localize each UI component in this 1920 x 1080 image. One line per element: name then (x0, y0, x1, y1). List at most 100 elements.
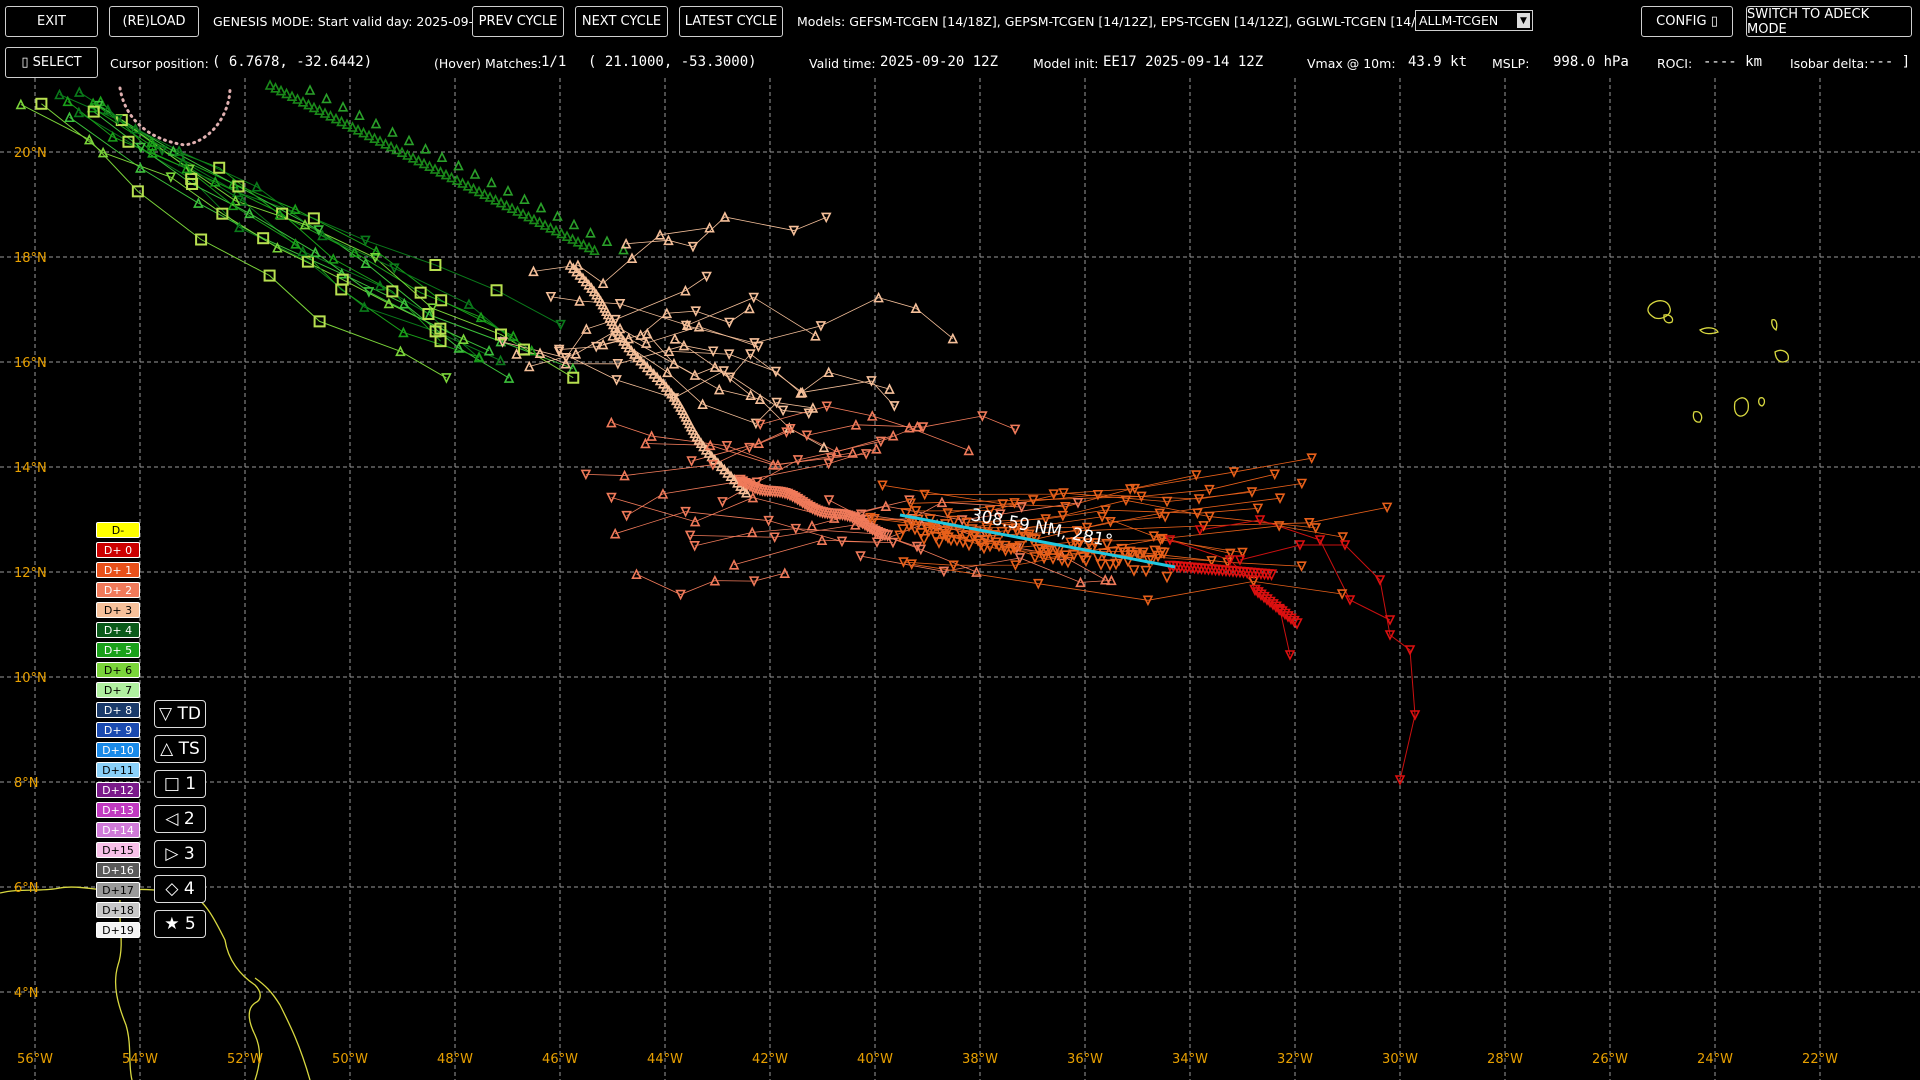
td-marker[interactable] (1159, 512, 1171, 523)
ts-marker[interactable] (623, 332, 635, 344)
ts-marker[interactable] (635, 329, 646, 340)
td-marker[interactable] (1009, 498, 1020, 509)
ts-marker[interactable] (107, 131, 119, 142)
ts-marker[interactable] (611, 375, 622, 386)
td-marker[interactable] (903, 421, 915, 433)
ts-marker[interactable] (620, 237, 632, 249)
td-marker[interactable] (1404, 645, 1416, 656)
td-marker[interactable] (825, 453, 837, 464)
td-marker[interactable] (1158, 547, 1170, 560)
td-marker[interactable] (1252, 503, 1264, 515)
ts-marker[interactable] (374, 279, 386, 291)
ts-marker[interactable] (290, 238, 301, 249)
ts-marker[interactable] (601, 235, 613, 246)
ts-marker[interactable] (713, 383, 725, 395)
ts-marker[interactable] (420, 143, 431, 154)
ts-marker[interactable] (618, 243, 629, 255)
ts-marker[interactable] (820, 212, 832, 224)
ts-marker[interactable] (693, 320, 705, 332)
ts-marker[interactable] (441, 373, 452, 384)
td-marker[interactable] (1296, 478, 1308, 490)
ts-marker[interactable] (310, 246, 321, 258)
td-marker[interactable] (980, 534, 991, 546)
ts-marker[interactable] (690, 306, 702, 317)
ts-marker[interactable] (723, 349, 735, 361)
td-marker[interactable] (1059, 550, 1071, 562)
td-marker[interactable] (1116, 543, 1128, 556)
td-marker[interactable] (993, 540, 1005, 553)
td-marker[interactable] (911, 541, 923, 553)
ts-marker[interactable] (641, 361, 653, 373)
ts-marker[interactable] (745, 349, 756, 360)
ts-marker[interactable] (270, 82, 281, 93)
ts-marker[interactable] (523, 360, 535, 372)
ts-marker[interactable] (402, 149, 413, 160)
legend-day-9[interactable]: D+ 8 (96, 702, 140, 718)
td-marker[interactable] (707, 460, 719, 471)
ts-marker[interactable] (680, 320, 692, 332)
ts-marker[interactable] (360, 235, 371, 247)
td-marker[interactable] (1284, 650, 1296, 661)
legend-intensity-5[interactable]: ◇ 4 (154, 875, 206, 903)
storm-markers[interactable] (15, 79, 1421, 786)
ts-marker[interactable] (451, 174, 463, 185)
td-marker[interactable] (1092, 489, 1104, 501)
cat1-marker[interactable] (434, 335, 447, 348)
ts-marker[interactable] (722, 467, 733, 478)
legend-day-14[interactable]: D+13 (96, 802, 140, 818)
ts-marker[interactable] (102, 103, 114, 115)
ts-marker[interactable] (97, 146, 109, 158)
ts-marker[interactable] (463, 298, 475, 309)
prev-cycle-button[interactable]: PREV CYCLE (472, 6, 564, 37)
td-marker[interactable] (1336, 589, 1348, 600)
ts-marker[interactable] (352, 124, 364, 135)
select-button[interactable]: ▯ SELECT (5, 47, 98, 78)
cat1-marker[interactable] (301, 255, 314, 268)
td-marker[interactable] (619, 469, 630, 481)
td-marker[interactable] (910, 506, 922, 517)
ts-marker[interactable] (550, 224, 562, 236)
td-marker[interactable] (900, 508, 912, 520)
ts-marker[interactable] (289, 203, 301, 215)
td-marker[interactable] (1060, 501, 1071, 513)
ts-marker[interactable] (395, 345, 406, 357)
ts-marker[interactable] (668, 393, 680, 404)
td-marker[interactable] (763, 515, 774, 527)
td-marker[interactable] (1125, 549, 1137, 562)
td-marker[interactable] (751, 477, 763, 489)
td-marker[interactable] (806, 519, 818, 531)
next-cycle-button[interactable]: NEXT CYCLE (575, 6, 668, 37)
td-marker[interactable] (938, 566, 950, 578)
td-marker[interactable] (1339, 540, 1351, 551)
td-marker[interactable] (984, 540, 996, 553)
td-marker[interactable] (887, 429, 899, 441)
ts-marker[interactable] (341, 118, 353, 129)
ts-marker[interactable] (349, 246, 360, 258)
ts-marker[interactable] (539, 219, 551, 230)
ts-marker[interactable] (556, 227, 567, 239)
td-marker[interactable] (942, 508, 953, 519)
ts-marker[interactable] (475, 311, 487, 323)
td-marker[interactable] (873, 528, 884, 539)
td-marker[interactable] (1122, 555, 1134, 568)
ts-marker[interactable] (570, 348, 582, 359)
td-marker[interactable] (1009, 542, 1021, 554)
ts-marker[interactable] (574, 295, 585, 306)
ts-marker[interactable] (458, 333, 469, 344)
cat1-marker[interactable] (414, 286, 427, 299)
td-marker[interactable] (995, 509, 1006, 521)
td-marker[interactable] (961, 517, 972, 529)
td-marker[interactable] (1384, 630, 1396, 641)
ts-marker[interactable] (468, 182, 479, 194)
ts-marker[interactable] (358, 301, 370, 312)
ts-marker[interactable] (413, 154, 424, 166)
td-marker[interactable] (948, 515, 960, 528)
ts-marker[interactable] (184, 164, 195, 176)
ts-marker[interactable] (662, 366, 673, 378)
td-marker[interactable] (1017, 528, 1029, 541)
ts-marker[interactable] (680, 284, 691, 296)
cat1-marker[interactable] (257, 232, 270, 245)
cat1-marker[interactable] (216, 207, 229, 220)
ts-marker[interactable] (177, 155, 189, 167)
ts-marker[interactable] (363, 129, 375, 141)
